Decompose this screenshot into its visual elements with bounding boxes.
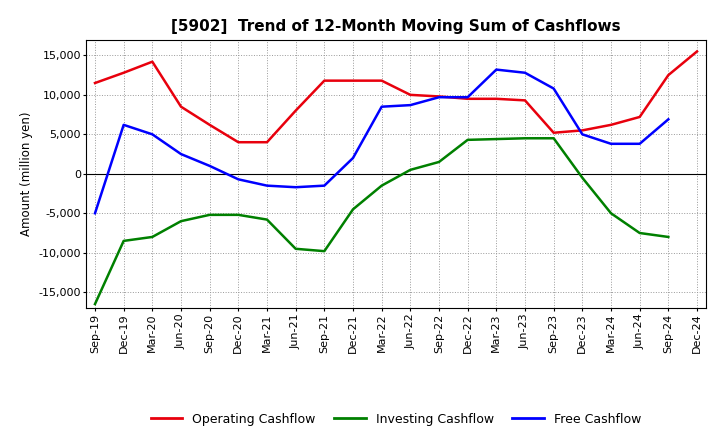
Y-axis label: Amount (million yen): Amount (million yen) — [19, 112, 33, 236]
Legend: Operating Cashflow, Investing Cashflow, Free Cashflow: Operating Cashflow, Investing Cashflow, … — [146, 407, 646, 431]
Title: [5902]  Trend of 12-Month Moving Sum of Cashflows: [5902] Trend of 12-Month Moving Sum of C… — [171, 19, 621, 34]
